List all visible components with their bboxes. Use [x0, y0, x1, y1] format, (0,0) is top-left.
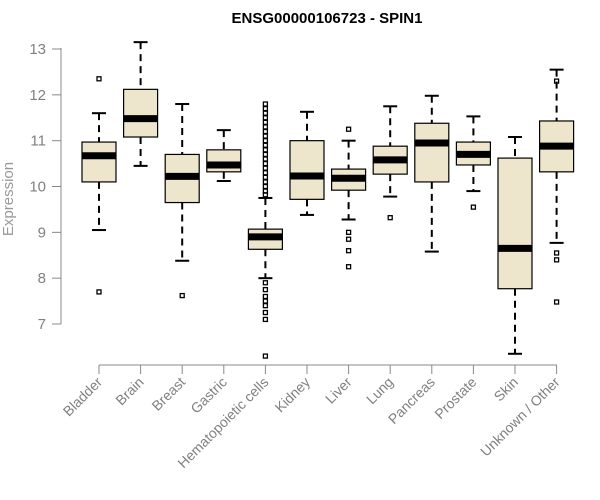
x-tick-label-7: Lung — [363, 374, 396, 407]
outlier-point — [262, 174, 269, 180]
iqr-box — [206, 149, 242, 173]
box-5 — [289, 110, 325, 216]
outlier-point — [262, 151, 269, 158]
x-tick-label-10: Skin — [491, 374, 522, 405]
box-11 — [538, 68, 575, 305]
y-tick-label-12: 12 — [29, 87, 46, 104]
outlier-point — [262, 280, 269, 286]
outlier-point — [345, 236, 352, 242]
outlier-point — [262, 293, 269, 300]
outlier-point — [262, 183, 269, 190]
box-3 — [206, 129, 242, 183]
x-tick-label-5: Kidney — [272, 374, 314, 416]
iqr-box — [122, 88, 159, 138]
y-tick-label-9: 9 — [38, 224, 46, 241]
box-7 — [372, 105, 408, 221]
x-tick-label-2: Breast — [148, 374, 188, 414]
outlier-point — [262, 110, 269, 116]
outlier-point — [179, 292, 185, 299]
outlier-point — [262, 286, 269, 293]
outlier-point — [262, 316, 269, 323]
outlier-point — [262, 133, 269, 139]
box-6 — [331, 126, 367, 270]
outlier-point — [96, 76, 102, 82]
outlier-point — [262, 298, 269, 304]
outlier-point — [553, 257, 560, 263]
outlier-point — [96, 289, 102, 295]
outlier-point — [262, 165, 269, 171]
outlier-point — [262, 128, 269, 135]
iqr-box — [81, 141, 117, 183]
y-ticks: 7 8 9 10 11 12 13 — [29, 41, 61, 333]
y-tick-label-7: 7 — [38, 316, 46, 333]
outlier-point — [262, 124, 269, 130]
outlier-point — [262, 303, 269, 309]
y-tick-label-8: 8 — [38, 270, 46, 287]
outlier-point — [262, 119, 269, 125]
x-tick-label-9: Prostate — [431, 374, 479, 422]
outlier-point — [345, 229, 352, 235]
outlier-point — [345, 264, 352, 270]
box-4 — [247, 101, 283, 359]
boxes-group — [81, 41, 575, 359]
x-tick-label-1: Brain — [112, 374, 146, 408]
outlier-point — [387, 215, 393, 221]
outlier-point — [262, 147, 269, 153]
x-tick-label-11: Unknown / Other — [477, 374, 563, 460]
iqr-box — [497, 157, 533, 290]
box-0 — [81, 76, 117, 295]
y-tick-label-13: 13 — [29, 41, 46, 58]
outlier-point — [470, 204, 477, 210]
outlier-point — [262, 160, 269, 167]
outlier-point — [553, 78, 560, 84]
box-8 — [414, 94, 450, 253]
outlier-point — [553, 250, 560, 256]
outlier-point — [262, 105, 269, 112]
x-tick-label-0: Bladder — [60, 374, 106, 420]
x-tick-label-6: Liver — [322, 374, 355, 407]
outlier-point — [262, 179, 269, 185]
outlier-point — [262, 142, 269, 148]
outlier-point — [262, 192, 269, 198]
box-9 — [455, 115, 491, 210]
outlier-point — [262, 101, 269, 107]
box-1 — [122, 41, 159, 167]
y-tick-label-10: 10 — [29, 179, 46, 196]
outlier-point — [345, 126, 352, 132]
outlier-point — [262, 115, 269, 121]
y-tick-label-11: 11 — [30, 133, 46, 150]
outlier-point — [553, 299, 560, 305]
iqr-box — [414, 122, 450, 183]
chart-title: ENSG00000106723 - SPIN1 — [232, 10, 423, 27]
box-2 — [164, 103, 200, 299]
box-10 — [497, 136, 533, 355]
y-axis-label: Expression — [0, 162, 17, 236]
outlier-point — [262, 353, 269, 359]
outlier-point — [262, 138, 269, 144]
outlier-point — [345, 248, 352, 254]
outlier-point — [262, 309, 269, 316]
outlier-point — [262, 170, 269, 176]
iqr-box — [289, 140, 325, 200]
outlier-point — [262, 156, 269, 162]
